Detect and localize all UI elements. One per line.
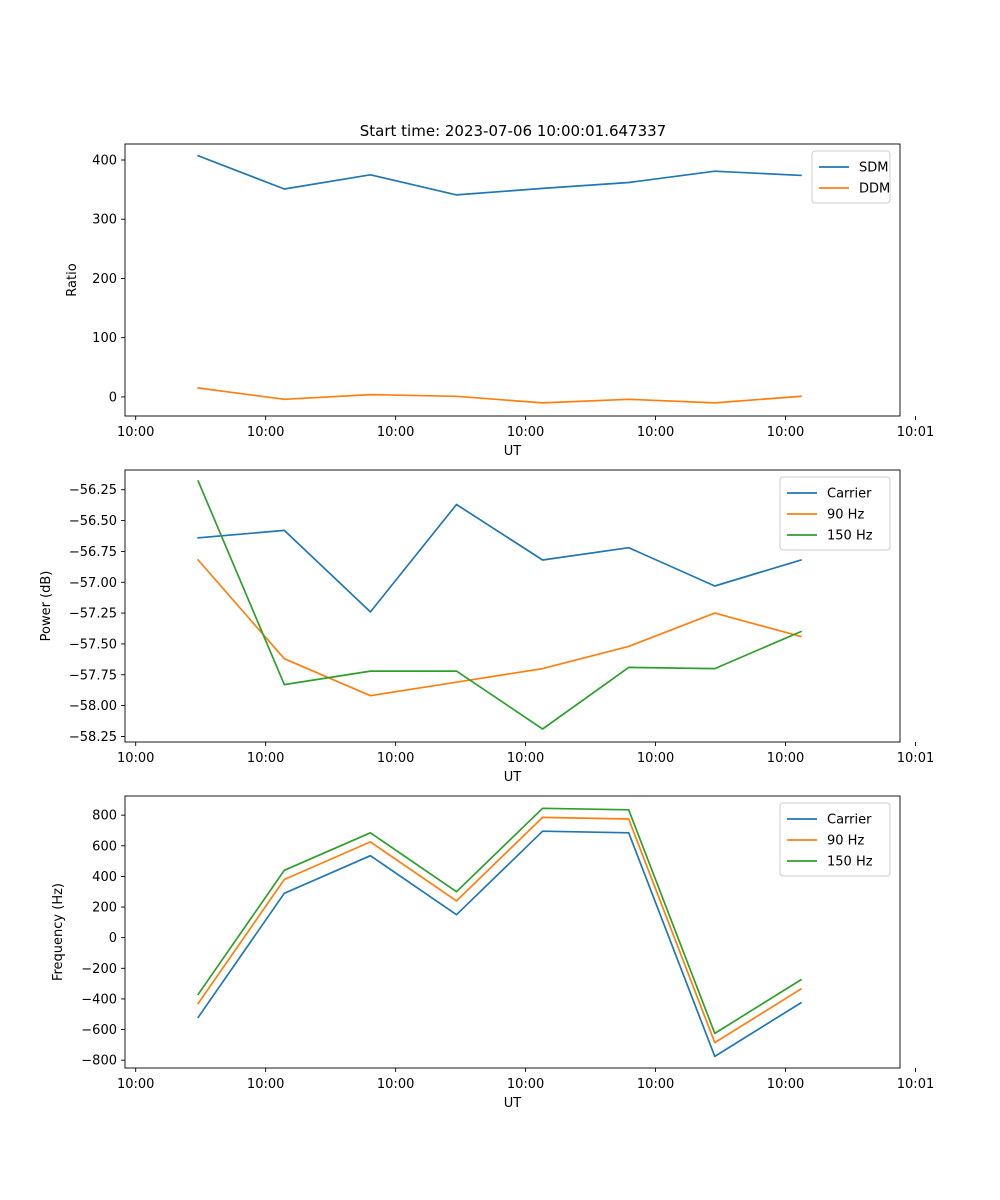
ratio-y-tick-label: 100 [92,331,117,346]
frequency-legend-label: 150 Hz [827,855,873,870]
chart-frequency: 10:00 10:00 10:00 10:00 10:00 10:00 10:01 −800 −… [51,795,934,1111]
power-axes-frame [124,469,901,743]
ratio-x-tick-label: 10:00 [377,425,414,440]
ratio-y-axis-label: Ratio [65,263,80,296]
frequency-legend-label: 90 Hz [827,834,864,849]
power-x-tick-label: 10:00 [767,751,804,766]
power-x-tick-label: 10:00 [377,751,414,766]
frequency-legend: Carrier 90 Hz 150 Hz [779,802,891,877]
power-y-tick-label: −56.50 [69,514,117,529]
ratio-series-line-sdm [197,154,802,196]
ratio-x-tick-label: 10:00 [507,425,544,440]
ratio-y-tick-label: 0 [109,390,117,405]
power-y-tick-label: −58.00 [69,699,117,714]
frequency-axes-frame [124,795,901,1069]
power-y-tick-label: −56.25 [69,483,117,498]
power-series-line-90-hz [197,558,802,697]
power-series-line-150-hz [197,479,803,730]
frequency-series-line-carrier [197,830,803,1058]
frequency-x-tick-label: 10:00 [377,1077,414,1092]
frequency-x-tick-label: 10:00 [247,1077,284,1092]
ratio-y-tick-label: 300 [92,213,117,228]
ratio-series-line-ddm [197,387,802,404]
power-legend-label: 90 Hz [827,508,864,523]
power-series-line-carrier [197,503,802,613]
frequency-x-tick-label: 10:00 [507,1077,544,1092]
power-y-tick-label: −56.75 [69,545,117,560]
ratio-y-tick-label: 200 [92,272,117,287]
frequency-x-tick-label: 10:01 [897,1077,934,1092]
frequency-y-tick-label: 0 [109,931,117,946]
power-legend-box [779,476,891,551]
ratio-legend-box [811,150,891,204]
power-y-tick-label: −57.75 [69,668,117,683]
power-x-tick-label: 10:00 [247,751,284,766]
ratio-x-tick-label: 10:00 [117,425,154,440]
frequency-y-axis-label: Frequency (Hz) [51,883,66,981]
chart-panels: 10:00 10:00 10:00 10:00 10:00 10:00 10:01 0 100 2… [39,143,934,1111]
power-y-tick-label: −58.25 [69,730,117,745]
figure-title: Start time: 2023-07-06 10:00:01.647337 [360,122,666,140]
frequency-y-tick-label: 800 [92,809,117,824]
frequency-x-axis-label: UT [504,1096,522,1111]
power-y-axis-label: Power (dB) [39,571,54,642]
power-legend-label: Carrier [827,487,872,502]
frequency-x-tick-label: 10:00 [117,1077,154,1092]
power-x-tick-label: 10:01 [897,751,934,766]
ratio-x-tick-label: 10:00 [637,425,674,440]
frequency-legend-label: Carrier [827,813,872,828]
frequency-y-tick-label: −800 [81,1054,117,1069]
frequency-legend-box [779,802,891,877]
power-legend: Carrier 90 Hz 150 Hz [779,476,891,551]
power-legend-label: 150 Hz [827,529,873,544]
ratio-legend-label: SDM [859,161,888,176]
frequency-y-tick-label: 400 [92,870,117,885]
power-x-tick-label: 10:00 [637,751,674,766]
frequency-x-tick-label: 10:00 [637,1077,674,1092]
ratio-x-tick-label: 10:00 [247,425,284,440]
ratio-y-tick-label: 400 [92,153,117,168]
frequency-y-tick-label: −600 [81,1023,117,1038]
power-y-tick-label: −57.00 [69,576,117,591]
chart-power: 10:00 10:00 10:00 10:00 10:00 10:00 10:01 −58.2… [39,469,934,785]
frequency-y-tick-label: 600 [92,839,117,854]
frequency-y-tick-label: 200 [92,901,117,916]
chart-ratio: 10:00 10:00 10:00 10:00 10:00 10:00 10:01 0 100 2… [65,143,934,459]
power-x-axis-label: UT [504,770,522,785]
ratio-x-tick-label: 10:00 [767,425,804,440]
power-y-tick-label: −57.50 [69,637,117,652]
frequency-series-line-150-hz [197,807,803,1035]
ratio-axes-frame [124,143,901,417]
ratio-x-tick-label: 10:01 [897,425,934,440]
frequency-x-tick-label: 10:00 [767,1077,804,1092]
power-y-tick-label: −57.25 [69,607,117,622]
frequency-y-tick-label: −400 [81,992,117,1007]
ratio-x-axis-label: UT [504,444,522,459]
ratio-legend-label: DDM [859,182,890,197]
frequency-y-tick-label: −200 [81,962,117,977]
power-x-tick-label: 10:00 [507,751,544,766]
ratio-legend: SDM DDM [811,150,891,204]
power-x-tick-label: 10:00 [117,751,154,766]
frequency-series-line-90-hz [197,816,803,1044]
